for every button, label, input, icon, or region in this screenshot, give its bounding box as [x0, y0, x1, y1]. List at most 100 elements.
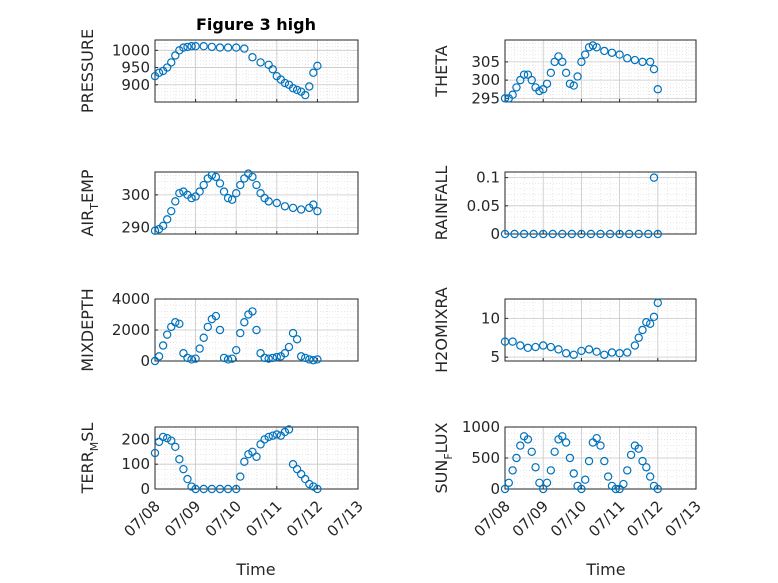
data-point: [561, 438, 571, 447]
data-point: [162, 215, 172, 224]
y-axis-label-main: THETA: [432, 45, 451, 97]
y-tick-label: 0: [490, 480, 500, 498]
y-tick-label: 1000: [462, 418, 500, 436]
data-point: [167, 322, 176, 332]
data-point: [567, 229, 577, 239]
data-point: [219, 187, 229, 196]
data-point: [240, 457, 249, 466]
y-axis-label-main: H2OMIXRA: [432, 287, 451, 373]
data-point: [653, 484, 663, 494]
data-point: [256, 349, 265, 358]
data-point: [577, 57, 586, 67]
data-point: [199, 484, 208, 494]
data-point: [187, 482, 196, 491]
data-point: [508, 466, 517, 475]
y-axis-label-main: TERR: [78, 451, 97, 494]
data-point: [162, 330, 172, 339]
data-point: [288, 203, 298, 213]
data-point: [150, 226, 160, 235]
data-point: [596, 441, 605, 450]
data-point: [280, 78, 290, 88]
y-tick-label: 305: [471, 53, 500, 71]
data-point: [179, 349, 188, 358]
data-point: [546, 68, 556, 78]
data-point: [244, 450, 253, 459]
data-point: [623, 348, 632, 357]
y-axis-label-subscript: M: [88, 442, 101, 452]
y-tick-label: 100: [121, 455, 150, 473]
x-tick-label: 07/08: [121, 497, 164, 540]
data-point: [527, 75, 536, 85]
data-point: [309, 68, 318, 77]
data-point: [256, 440, 265, 449]
data-point: [516, 75, 525, 85]
data-point: [215, 484, 225, 494]
data-point: [565, 453, 575, 463]
data-point: [227, 354, 237, 363]
y-tick-label: 4000: [112, 290, 150, 308]
data-point: [531, 342, 540, 352]
data-point: [203, 322, 212, 332]
data-point: [600, 350, 609, 359]
y-tick-label: 200: [121, 430, 150, 448]
data-point: [272, 430, 281, 439]
data-point: [175, 319, 184, 328]
data-point: [592, 347, 601, 356]
y-tick-label: 295: [471, 89, 500, 107]
x-axis-label-right: Time: [585, 560, 625, 579]
data-point: [268, 353, 277, 363]
y-tick-label: 900: [121, 76, 150, 94]
data-point: [649, 312, 659, 322]
data-point: [191, 42, 200, 51]
data-point: [167, 58, 176, 67]
y-tick-label: 1000: [112, 41, 150, 59]
y-axis-label: MIXDEPTH: [78, 288, 97, 371]
data-point: [195, 344, 204, 353]
data-point: [236, 328, 245, 338]
data-point: [268, 431, 277, 440]
data-point: [215, 43, 225, 52]
data-point: [288, 84, 298, 93]
data-point: [260, 435, 269, 444]
data-point: [645, 57, 655, 67]
data-point: [607, 48, 617, 57]
data-point: [252, 325, 261, 335]
y-axis-label: THETA: [432, 45, 451, 97]
data-point: [504, 478, 514, 487]
data-point: [187, 355, 196, 364]
data-point: [171, 197, 180, 206]
y-axis-label-main: RAINFALL: [432, 166, 451, 241]
data-point: [223, 43, 233, 52]
data-point: [577, 346, 586, 356]
y-tick-label: 0: [490, 225, 500, 243]
y-tick-label: 0.05: [467, 197, 500, 215]
data-point: [305, 82, 314, 91]
y-axis-label: AIRTEMP: [78, 169, 101, 236]
data-point: [191, 354, 200, 363]
data-point: [523, 343, 533, 353]
data-point: [231, 43, 241, 52]
data-point: [175, 455, 184, 464]
data-point: [508, 337, 517, 346]
y-tick-label: 2000: [112, 321, 150, 339]
data-point: [626, 450, 636, 460]
data-point: [305, 479, 314, 489]
data-point: [264, 432, 273, 442]
y-axis-label: PRESSURE: [78, 29, 97, 113]
data-point: [586, 229, 596, 239]
data-point: [558, 432, 567, 441]
y-tick-label: 300: [471, 71, 500, 89]
data-point: [565, 79, 575, 88]
data-point: [611, 484, 620, 494]
x-axis-label-left: Time: [235, 560, 275, 579]
data-point: [248, 447, 257, 456]
data-point: [527, 447, 536, 456]
data-point: [615, 229, 624, 239]
data-point: [171, 442, 180, 452]
data-point: [268, 65, 277, 74]
x-tick-label: 07/10: [202, 497, 245, 540]
